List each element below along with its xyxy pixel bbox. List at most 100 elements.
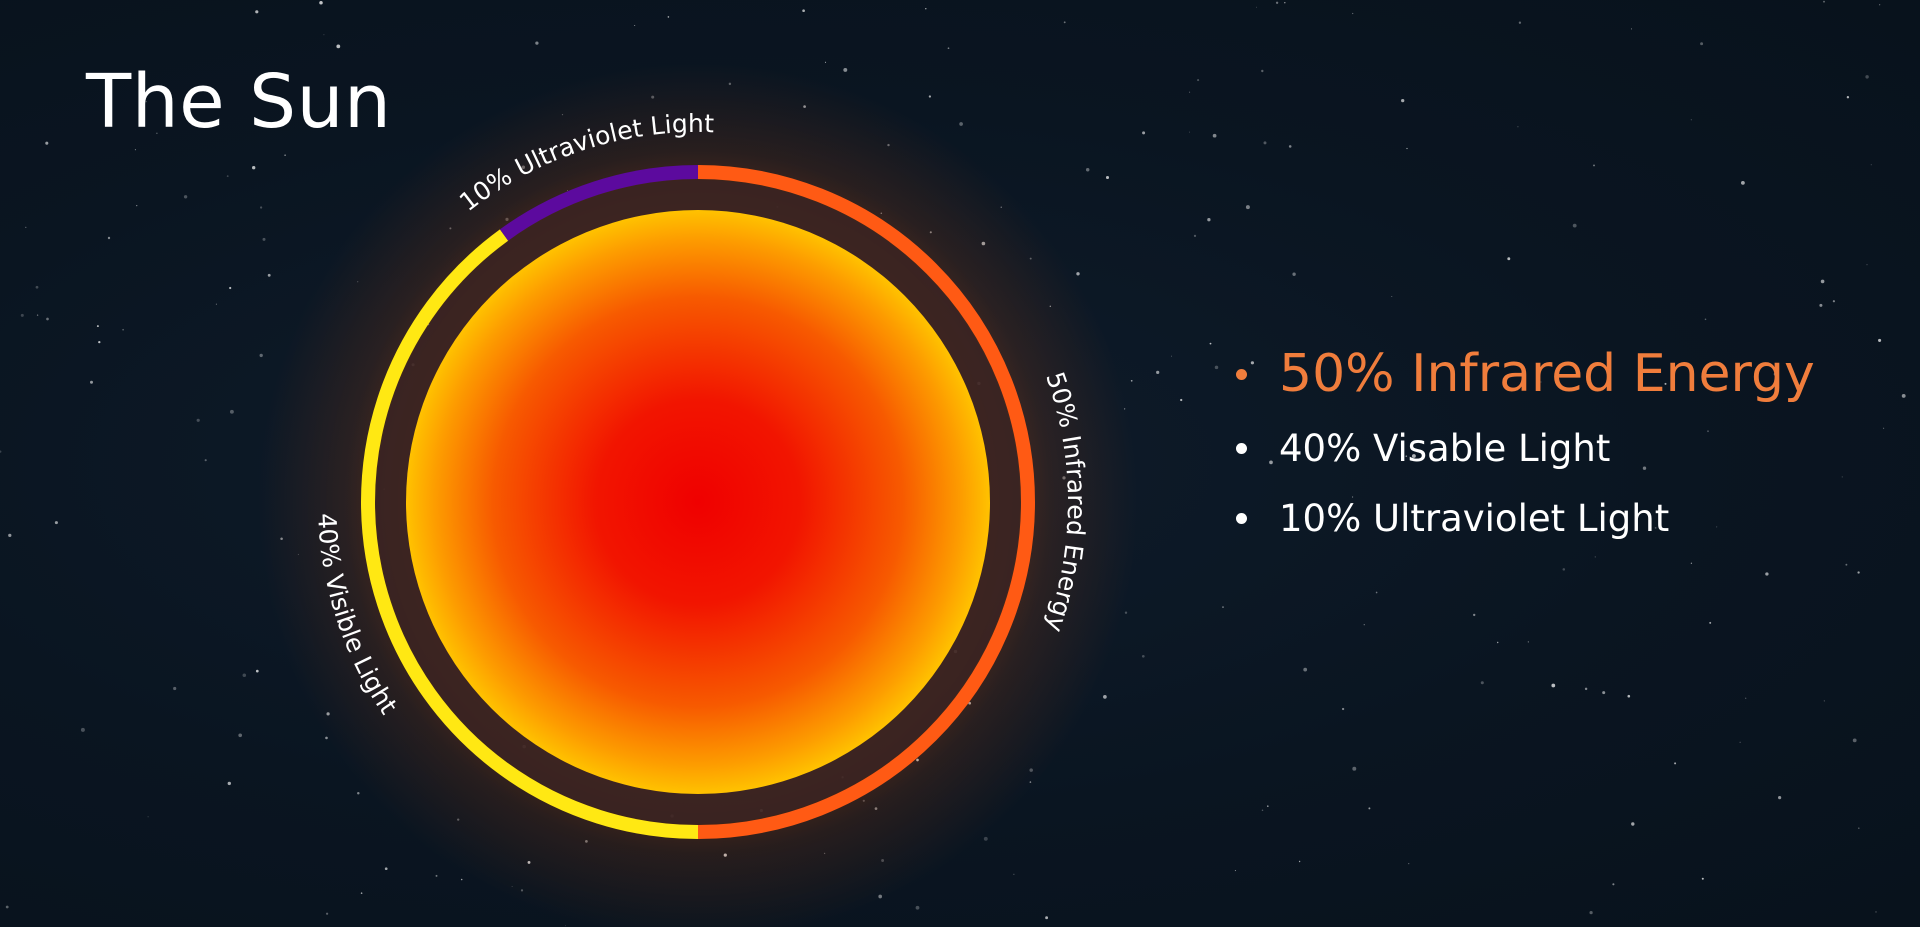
star <box>1642 466 1647 470</box>
star <box>1857 571 1860 574</box>
star <box>1263 141 1267 145</box>
star <box>915 905 920 910</box>
star <box>229 409 234 414</box>
star <box>134 149 136 151</box>
star <box>1739 741 1741 743</box>
star <box>1858 827 1860 829</box>
star <box>357 792 360 795</box>
star <box>1222 606 1224 608</box>
star <box>1612 883 1615 886</box>
star <box>1284 1 1286 4</box>
ring-segment-ultraviolet <box>499 165 699 241</box>
star <box>925 8 927 10</box>
star <box>46 317 49 321</box>
star <box>107 236 111 240</box>
star <box>1261 809 1264 811</box>
star <box>1352 496 1354 498</box>
star <box>1473 613 1476 617</box>
star <box>1664 382 1667 385</box>
star <box>1630 28 1632 30</box>
star <box>1820 279 1825 284</box>
ring-segment-visible <box>361 229 699 839</box>
star <box>1594 556 1596 558</box>
star <box>1690 562 1693 564</box>
star <box>1352 766 1357 771</box>
star <box>1085 168 1090 172</box>
star <box>1517 126 1519 128</box>
star <box>1130 379 1133 382</box>
bullet-icon <box>1236 513 1247 524</box>
star <box>1170 355 1173 357</box>
star <box>319 1 323 5</box>
star <box>20 313 24 317</box>
star <box>1700 42 1704 46</box>
star <box>1141 654 1145 658</box>
star <box>1778 796 1782 800</box>
star <box>1275 1 1279 4</box>
star <box>1063 21 1066 24</box>
star <box>1103 695 1107 699</box>
star <box>1480 681 1484 685</box>
star <box>1846 96 1850 99</box>
star <box>1352 12 1354 15</box>
ring-segment-infrared <box>697 165 1035 839</box>
star <box>1496 641 1499 644</box>
star <box>1865 75 1869 79</box>
bullet-icon <box>1236 443 1247 454</box>
star <box>136 204 138 207</box>
star <box>1631 822 1635 826</box>
star <box>25 226 27 228</box>
star <box>843 67 848 72</box>
star <box>1341 707 1345 711</box>
star <box>1408 863 1410 865</box>
legend-item-infrared: 50% Infrared Energy <box>1236 348 1815 400</box>
star <box>1589 910 1593 915</box>
star <box>1405 455 1408 457</box>
star <box>238 733 243 738</box>
star <box>242 673 247 678</box>
star <box>1142 131 1146 135</box>
star <box>98 340 101 344</box>
star <box>1832 300 1835 303</box>
star <box>204 459 207 462</box>
star <box>983 836 988 841</box>
star <box>1875 911 1877 913</box>
star <box>1841 476 1843 478</box>
page-title: The Sun <box>86 59 392 145</box>
star <box>1883 427 1885 429</box>
legend-item-label: 40% Visable Light <box>1279 427 1611 470</box>
star <box>1704 318 1707 321</box>
star <box>1256 6 1257 8</box>
star <box>1105 175 1110 180</box>
star <box>1823 700 1825 702</box>
star <box>959 122 963 126</box>
star <box>1551 683 1556 688</box>
star <box>1879 4 1881 6</box>
star <box>1292 272 1296 276</box>
energy-legend: 50% Infrared Energy 40% Visable Light 10… <box>1236 348 1815 570</box>
star <box>1401 98 1405 103</box>
star <box>1214 365 1219 370</box>
star <box>183 195 188 199</box>
star <box>1375 591 1378 594</box>
star <box>262 237 266 241</box>
star <box>35 285 39 289</box>
star <box>284 154 286 157</box>
legend-item-label: 50% Infrared Energy <box>1279 344 1815 404</box>
star <box>1845 563 1848 566</box>
star <box>45 141 49 145</box>
star <box>1707 430 1709 433</box>
star <box>1013 873 1015 875</box>
star <box>145 100 147 103</box>
star <box>802 9 805 13</box>
star <box>267 273 271 277</box>
star <box>1363 624 1365 626</box>
star <box>1701 877 1704 880</box>
bullet-icon <box>1236 368 1247 380</box>
star <box>1245 205 1250 210</box>
star <box>564 925 566 927</box>
star <box>196 418 200 422</box>
star <box>5 905 9 909</box>
